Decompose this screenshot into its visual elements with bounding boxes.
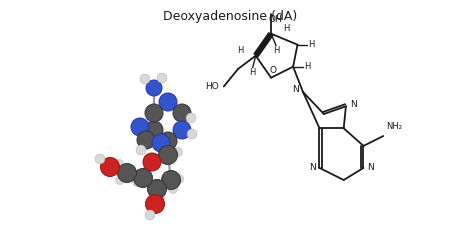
Text: NH₂: NH₂	[386, 122, 402, 131]
Circle shape	[133, 168, 152, 187]
Text: H: H	[272, 46, 279, 55]
Text: H: H	[282, 24, 289, 33]
Circle shape	[137, 131, 155, 149]
Text: H: H	[249, 68, 255, 77]
Circle shape	[145, 210, 155, 220]
Circle shape	[187, 129, 196, 139]
Circle shape	[159, 132, 177, 150]
Circle shape	[136, 145, 146, 155]
Circle shape	[159, 93, 177, 111]
Text: H: H	[308, 40, 314, 49]
Circle shape	[147, 180, 166, 198]
Text: HO: HO	[205, 82, 218, 91]
Text: H: H	[303, 62, 310, 71]
Circle shape	[173, 148, 182, 156]
Circle shape	[145, 194, 164, 214]
Circle shape	[117, 163, 136, 182]
Circle shape	[131, 118, 149, 136]
Circle shape	[146, 80, 162, 96]
Circle shape	[155, 193, 164, 203]
Circle shape	[185, 113, 196, 123]
Circle shape	[151, 134, 170, 152]
Text: O: O	[269, 66, 276, 75]
Circle shape	[168, 185, 177, 193]
Circle shape	[145, 121, 162, 139]
Text: OH: OH	[268, 15, 281, 24]
Circle shape	[100, 157, 119, 176]
Circle shape	[161, 170, 180, 190]
Text: N: N	[308, 163, 315, 172]
Circle shape	[143, 153, 161, 171]
Circle shape	[140, 74, 150, 84]
Text: N: N	[349, 100, 356, 109]
Circle shape	[115, 175, 124, 185]
Circle shape	[157, 73, 167, 83]
Circle shape	[143, 163, 152, 173]
Text: H: H	[237, 46, 243, 55]
Circle shape	[132, 178, 141, 186]
Text: N: N	[291, 85, 298, 95]
Circle shape	[174, 174, 183, 184]
Text: Deoxyadenosine (dA): Deoxyadenosine (dA)	[162, 10, 297, 23]
Circle shape	[173, 121, 190, 139]
Circle shape	[173, 104, 190, 122]
Circle shape	[95, 154, 105, 164]
Circle shape	[145, 104, 162, 122]
Text: N: N	[367, 163, 374, 172]
Circle shape	[114, 160, 123, 168]
Circle shape	[158, 145, 177, 164]
